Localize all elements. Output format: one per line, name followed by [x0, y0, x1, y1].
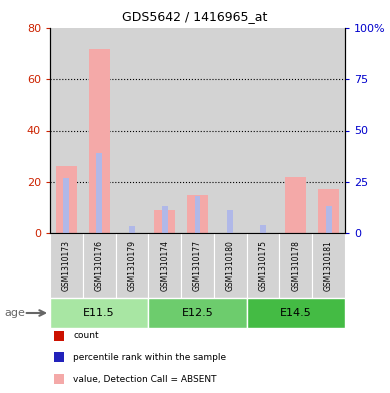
Text: value, Detection Call = ABSENT: value, Detection Call = ABSENT — [73, 375, 217, 384]
Text: E11.5: E11.5 — [83, 308, 115, 318]
Text: GSM1310179: GSM1310179 — [128, 240, 136, 291]
Text: E14.5: E14.5 — [280, 308, 312, 318]
Bar — [89, 48, 110, 233]
Bar — [148, 28, 181, 233]
Bar — [285, 176, 307, 233]
Bar — [214, 233, 246, 298]
Bar — [312, 28, 345, 233]
Bar — [56, 166, 77, 233]
Bar — [326, 206, 332, 233]
Text: E12.5: E12.5 — [182, 308, 213, 318]
Bar — [64, 178, 69, 233]
Bar — [115, 28, 148, 233]
Bar — [162, 206, 168, 233]
Text: count: count — [73, 331, 99, 340]
Bar — [195, 196, 200, 233]
Text: GDS5642 / 1416965_at: GDS5642 / 1416965_at — [122, 10, 268, 23]
Bar — [280, 28, 312, 233]
Bar — [181, 28, 214, 233]
Bar — [280, 233, 312, 298]
Bar — [312, 233, 345, 298]
Bar — [50, 28, 83, 233]
Bar — [129, 226, 135, 233]
Bar — [246, 28, 280, 233]
Text: GSM1310173: GSM1310173 — [62, 240, 71, 291]
Text: GSM1310176: GSM1310176 — [95, 240, 104, 291]
Bar — [83, 28, 115, 233]
Bar — [83, 233, 115, 298]
Bar — [214, 28, 246, 233]
Bar — [154, 210, 176, 233]
Bar — [148, 298, 246, 328]
Bar — [246, 298, 345, 328]
Text: GSM1310175: GSM1310175 — [259, 240, 268, 291]
Bar — [318, 189, 339, 233]
Text: GSM1310181: GSM1310181 — [324, 240, 333, 291]
Bar — [260, 225, 266, 233]
Text: GSM1310178: GSM1310178 — [291, 240, 300, 291]
Bar — [181, 233, 214, 298]
Text: GSM1310180: GSM1310180 — [226, 240, 235, 291]
Text: GSM1310174: GSM1310174 — [160, 240, 169, 291]
Bar — [96, 153, 102, 233]
Bar — [227, 210, 233, 233]
Text: GSM1310177: GSM1310177 — [193, 240, 202, 291]
Bar — [115, 233, 148, 298]
Bar — [148, 233, 181, 298]
Bar — [50, 298, 148, 328]
Text: percentile rank within the sample: percentile rank within the sample — [73, 353, 227, 362]
Bar — [50, 233, 83, 298]
Text: age: age — [4, 308, 25, 318]
Bar — [247, 233, 279, 298]
Bar — [187, 195, 208, 233]
